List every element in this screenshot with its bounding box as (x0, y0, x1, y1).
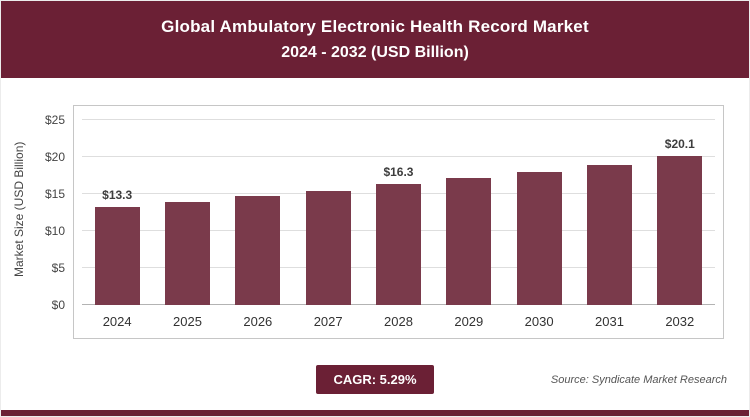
bar-slot (434, 120, 504, 305)
bar-slot: $16.3 (363, 120, 433, 305)
x-tick-label: 2031 (595, 314, 624, 329)
bar-2028: $16.3 (375, 165, 421, 305)
source-attribution: Source: Syndicate Market Research (550, 374, 727, 386)
bar-2032: $20.1 (657, 137, 703, 305)
bar-slot (504, 120, 574, 305)
cagr-badge: CAGR: 5.29% (316, 365, 434, 394)
x-tick-label: 2026 (243, 314, 273, 329)
bar-slot (223, 120, 293, 305)
y-axis-title: Market Size (USD Billion) (12, 141, 26, 277)
chart-title-banner: Global Ambulatory Electronic Health Reco… (1, 1, 749, 78)
x-tick-label: 2024 (102, 314, 132, 329)
y-tick-label: $0 (51, 298, 65, 312)
bar-slot (293, 120, 363, 305)
x-tick-label: 2025 (173, 314, 202, 329)
chart-title: Global Ambulatory Electronic Health Reco… (161, 17, 589, 36)
bar-value-label: $16.3 (383, 165, 414, 180)
bar-2026 (235, 196, 281, 305)
x-tick-label: 2032 (665, 314, 695, 329)
x-tick-label: 2030 (524, 314, 554, 329)
chart-footer: CAGR: 5.29% Source: Syndicate Market Res… (1, 365, 749, 395)
chart-subtitle: 2024 - 2032 (USD Billion) (281, 44, 469, 61)
bar-2029 (446, 178, 492, 305)
bar-2027 (305, 191, 351, 305)
bar-slot: $20.1 (645, 120, 715, 305)
y-tick-label: $20 (44, 150, 65, 164)
y-tick-label: $25 (44, 113, 65, 127)
gridline (82, 119, 715, 120)
chart: Market Size (USD Billion) $0 $5 $10 $15 $20 $… (9, 105, 724, 339)
y-tick-label: $5 (51, 261, 65, 275)
x-axis-labels: 2024 2025 2026 2027 2028 2029 2030 2031 2032 (82, 305, 715, 338)
y-tick-label: $15 (44, 187, 65, 201)
bar-value-label: $20.1 (664, 137, 695, 152)
plot-box: $13.3 $16.3 $20.1 2024 2025 2026 2027 2028 2029… (73, 105, 724, 339)
bar-slot: $13.3 (82, 120, 152, 305)
bar-slot (574, 120, 644, 305)
bar-slot (152, 120, 222, 305)
y-tick-label: $10 (44, 224, 65, 238)
gridline (82, 156, 715, 157)
bar-2030 (516, 171, 562, 305)
x-tick-label: 2027 (313, 314, 343, 329)
bar-2024: $13.3 (94, 188, 140, 305)
bar-2025 (164, 202, 210, 305)
bar-2031 (586, 165, 632, 305)
y-axis-tick-labels: $0 $5 $10 $15 $20 $25 (29, 113, 73, 312)
bar-value-label: $13.3 (102, 187, 133, 202)
plot-area: $13.3 $16.3 $20.1 (82, 119, 715, 305)
bottom-accent-strip (1, 410, 749, 416)
x-tick-label: 2029 (454, 314, 484, 329)
x-tick-label: 2028 (384, 314, 413, 329)
